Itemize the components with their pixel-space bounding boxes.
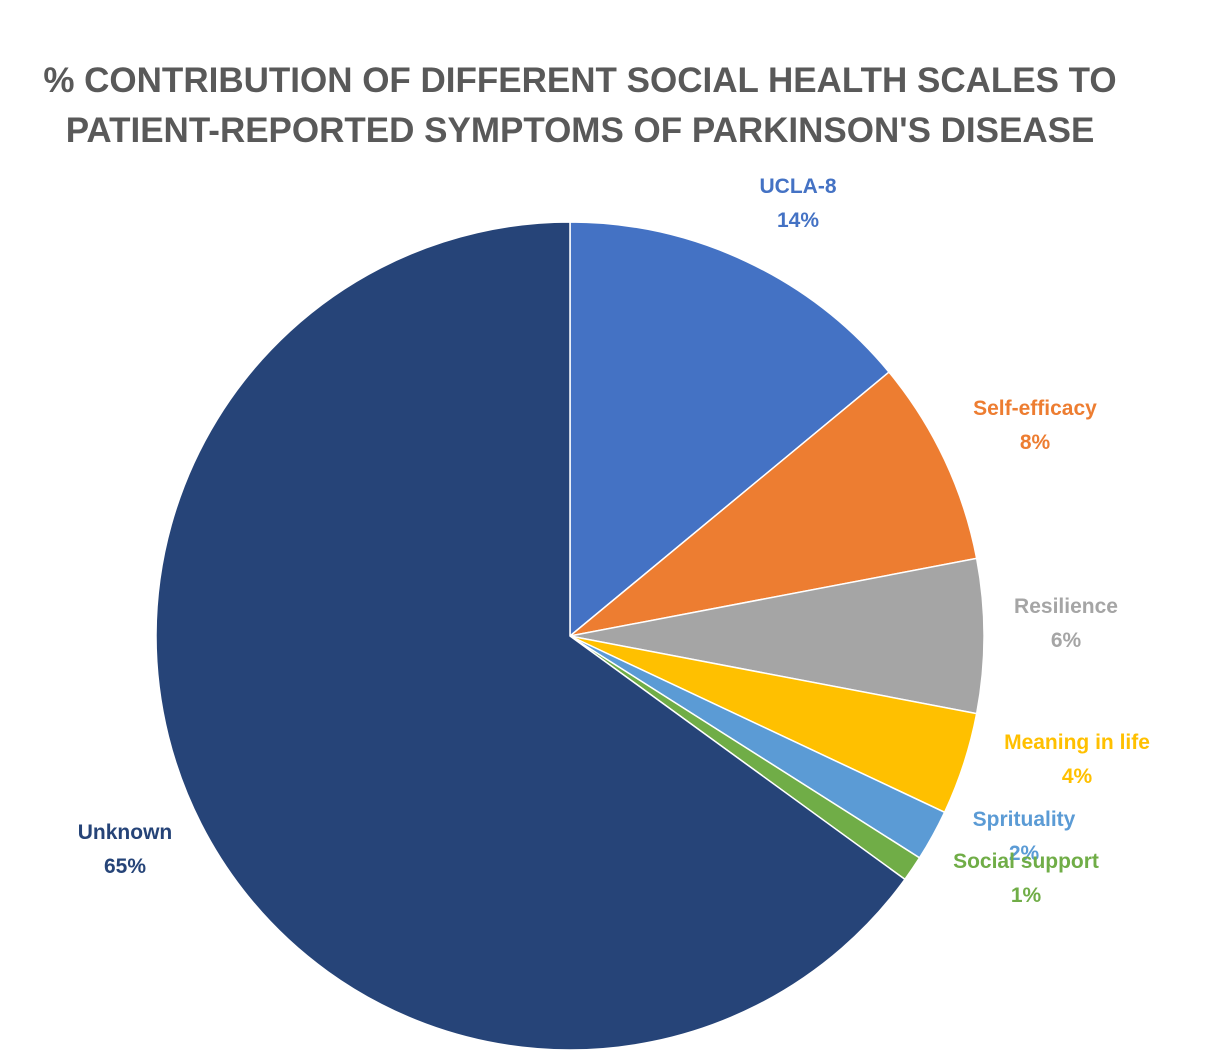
chart-title-line-2: PATIENT-REPORTED SYMPTOMS OF PARKINSON'S… <box>66 111 1095 150</box>
slice-label-name-meaning-in-life: Meaning in life <box>1004 731 1150 754</box>
slice-label-name-self-efficacy: Self-efficacy <box>973 397 1097 420</box>
slice-label-name-unknown: Unknown <box>78 821 173 844</box>
slice-labels: UCLA-8 14% Self-efficacy 8% Resilience 6% Mean… <box>78 175 1150 907</box>
slice-label-value-resilience: 6% <box>1051 629 1082 652</box>
pie-slice-resilience <box>569 557 985 715</box>
slice-label-name-ucla-8: UCLA-8 <box>760 175 837 198</box>
slice-label-value-sprituality: 2% <box>1009 842 1040 865</box>
slice-label-value-self-efficacy: 8% <box>1020 431 1051 454</box>
slice-label-name-resilience: Resilience <box>1014 595 1118 618</box>
slice-label-name-social-support: Social support <box>953 850 1099 873</box>
slice-label-value-meaning-in-life: 4% <box>1062 765 1093 788</box>
chart-title-line-1: % CONTRIBUTION OF DIFFERENT SOCIAL HEALT… <box>43 61 1116 100</box>
pie-slice-self-efficacy <box>569 371 978 637</box>
slice-label-name-sprituality: Sprituality <box>973 808 1076 831</box>
slice-label-value-social-support: 1% <box>1011 884 1042 907</box>
pie-slice-unknown <box>155 221 906 1051</box>
chart-title: % CONTRIBUTION OF DIFFERENT SOCIAL HEALT… <box>43 61 1116 150</box>
pie-slices <box>155 221 985 1051</box>
slice-label-value-unknown: 65% <box>104 855 146 878</box>
slice-label-value-ucla-8: 14% <box>777 209 819 232</box>
pie-slice-ucla-8 <box>569 221 891 638</box>
